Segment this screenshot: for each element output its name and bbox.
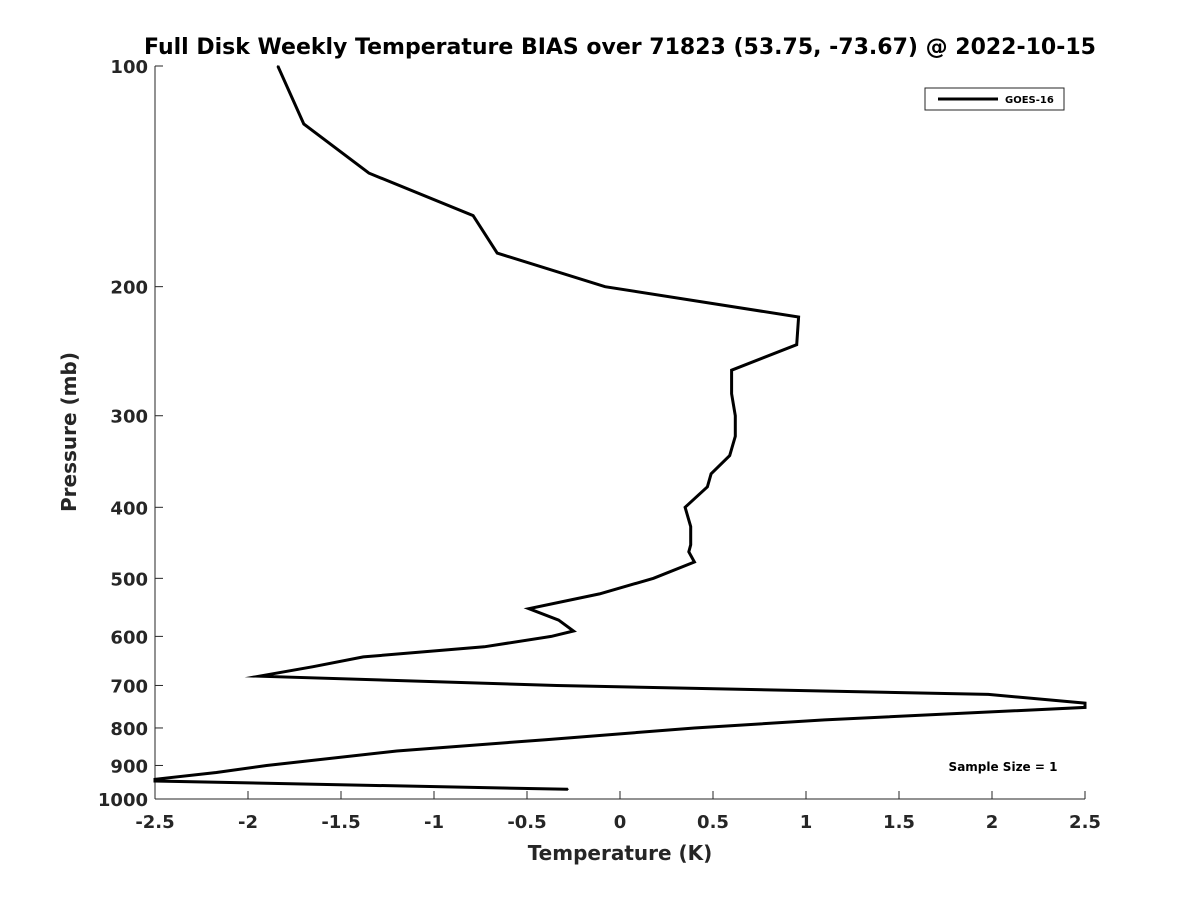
x-tick-label: 1.5 xyxy=(883,812,915,833)
data-point xyxy=(154,778,156,781)
data-point xyxy=(706,485,709,488)
x-tick-label: 1 xyxy=(800,812,813,833)
y-tick-label: 700 xyxy=(110,676,148,697)
x-tick-label: 0 xyxy=(614,812,627,833)
data-point xyxy=(276,65,279,67)
data-point xyxy=(1084,706,1086,709)
sample-size-annotation: Sample Size = 1 xyxy=(949,760,1058,774)
y-tick-label: 100 xyxy=(110,57,148,78)
x-axis-label: Temperature (K) xyxy=(528,841,713,865)
y-tick-label: 400 xyxy=(110,498,148,519)
data-point xyxy=(303,123,305,125)
x-tick-label: -2 xyxy=(238,812,258,833)
x-tick-label: 2 xyxy=(986,812,999,833)
series-layer xyxy=(153,65,1087,791)
data-point xyxy=(544,738,547,741)
data-point xyxy=(652,577,655,580)
y-ticks: 100 200 300 400 500 600 700 800 900 1000 xyxy=(98,57,163,811)
data-point xyxy=(728,454,731,457)
y-axis-label: Pressure (mb) xyxy=(57,352,81,512)
x-tick-label: 0.5 xyxy=(697,812,729,833)
data-point xyxy=(730,392,733,395)
data-point xyxy=(710,472,712,475)
data-point xyxy=(604,285,606,288)
data-point xyxy=(734,414,737,417)
data-point xyxy=(1084,702,1086,704)
data-point xyxy=(730,369,733,371)
data-point xyxy=(396,750,398,752)
data-point xyxy=(528,607,530,610)
x-tick-label: -1.5 xyxy=(321,812,360,833)
data-point xyxy=(555,684,558,687)
data-point xyxy=(312,665,314,668)
data-point xyxy=(258,675,260,678)
x-tick-label: -0.5 xyxy=(507,812,546,833)
data-point xyxy=(823,719,826,721)
data-point xyxy=(265,764,268,767)
data-point xyxy=(689,544,692,546)
data-point xyxy=(598,593,601,595)
data-point xyxy=(567,788,569,791)
data-point xyxy=(689,525,692,528)
y-tick-label: 1000 xyxy=(98,790,148,811)
data-point xyxy=(688,551,690,553)
data-point xyxy=(693,561,696,563)
data-point xyxy=(215,771,218,774)
data-point xyxy=(362,656,365,658)
data-point xyxy=(734,435,737,438)
chart-title: Full Disk Weekly Temperature BIAS over 7… xyxy=(144,35,1096,60)
data-point xyxy=(795,343,798,346)
y-tick-label: 900 xyxy=(110,756,148,777)
data-point xyxy=(987,693,990,696)
x-ticks: -2.5 -2 -1.5 -1 -0.5 0 0.5 1 1.5 2 2.5 xyxy=(135,791,1101,833)
legend: GOES-16 xyxy=(924,87,1065,111)
data-point xyxy=(572,630,575,632)
x-tick-label: -1 xyxy=(424,812,444,833)
data-point xyxy=(483,646,486,648)
y-tick-label: 300 xyxy=(110,407,148,428)
data-point xyxy=(693,727,696,729)
data-point xyxy=(154,780,156,782)
y-tick-label: 600 xyxy=(110,627,148,648)
y-tick-label: 500 xyxy=(110,569,148,590)
data-point xyxy=(557,619,560,621)
data-point xyxy=(550,635,552,638)
y-tick-label: 200 xyxy=(110,278,148,299)
y-tick-label: 800 xyxy=(110,719,148,740)
x-tick-label: 2.5 xyxy=(1069,812,1101,833)
data-point xyxy=(684,506,686,509)
x-tick-label: -2.5 xyxy=(135,812,174,833)
legend-label-goes-16: GOES-16 xyxy=(1005,95,1054,106)
data-point xyxy=(472,214,474,217)
data-point xyxy=(496,252,499,254)
data-point xyxy=(797,316,800,318)
data-point xyxy=(368,172,370,174)
